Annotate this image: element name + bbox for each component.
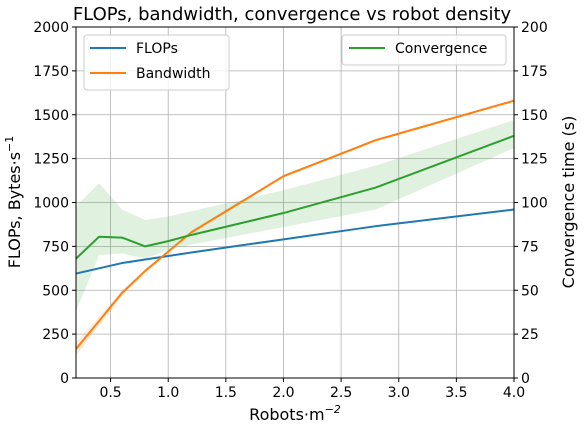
legend-label-bandwidth: Bandwidth xyxy=(136,66,211,82)
y-left-tick-label-5: 1250 xyxy=(33,152,69,168)
y-right-tick-label-0: 0 xyxy=(521,371,530,387)
x-axis-ticks: 0.5 1.0 1.5 2.0 2.5 3.0 3.5 4.0 xyxy=(99,378,525,401)
y-left-tick-label-0: 0 xyxy=(60,371,69,387)
series-lines xyxy=(75,99,515,350)
x-tick-label-6: 3.5 xyxy=(445,385,467,401)
bandwidth-line xyxy=(75,99,515,350)
flops-line xyxy=(75,208,515,275)
y-left-axis-title-superscript: −1 xyxy=(3,136,16,152)
y-right-tick-label-2: 50 xyxy=(521,283,539,299)
legend-left: FLOPs Bandwidth xyxy=(83,34,230,91)
y-left-axis-title-text: FLOPs, Bytes·s xyxy=(5,152,24,268)
y-right-tick-label-6: 150 xyxy=(521,108,548,124)
x-axis-title: Robots·m−2 xyxy=(249,403,341,424)
y-left-tick-label-4: 1000 xyxy=(33,196,69,212)
legend-right: Convergence xyxy=(341,34,507,66)
y-right-axis-title: Convergence time (s) xyxy=(559,116,578,289)
x-tick-label-4: 2.5 xyxy=(330,385,352,401)
y-right-tick-label-7: 175 xyxy=(521,64,548,80)
y-left-tick-label-7: 1750 xyxy=(33,64,69,80)
x-tick-label-5: 3.0 xyxy=(388,385,410,401)
convergence-band xyxy=(76,120,514,312)
y-left-axis-title: FLOPs, Bytes·s−1 xyxy=(3,136,24,269)
y-left-axis-ticks: 0 250 500 750 1000 1250 1500 1750 2000 xyxy=(33,20,76,387)
confidence-bands xyxy=(76,99,514,357)
y-right-tick-label-5: 125 xyxy=(521,152,548,168)
y-left-tick-label-3: 750 xyxy=(42,239,69,255)
y-left-tick-label-8: 2000 xyxy=(33,20,69,36)
x-axis-title-superscript: −2 xyxy=(325,403,341,416)
x-tick-label-0: 0.5 xyxy=(99,385,121,401)
y-right-tick-label-1: 25 xyxy=(521,327,539,343)
legend-right-box xyxy=(341,34,507,66)
y-left-tick-label-2: 500 xyxy=(42,283,69,299)
y-left-tick-label-6: 1500 xyxy=(33,108,69,124)
x-axis-title-text: Robots·m xyxy=(249,405,324,424)
x-tick-label-3: 2.0 xyxy=(272,385,294,401)
convergence-line xyxy=(75,134,515,260)
y-left-tick-label-1: 250 xyxy=(42,327,69,343)
x-tick-label-7: 4.0 xyxy=(503,385,525,401)
chart-title: FLOPs, bandwidth, convergence vs robot d… xyxy=(73,4,512,25)
y-right-tick-label-4: 100 xyxy=(521,196,548,212)
x-tick-label-1: 1.0 xyxy=(157,385,179,401)
legend-label-flops: FLOPs xyxy=(136,41,178,57)
y-right-axis-ticks: 0 25 50 75 100 125 150 175 200 xyxy=(514,20,548,387)
x-tick-label-2: 1.5 xyxy=(215,385,237,401)
y-right-tick-label-3: 75 xyxy=(521,239,539,255)
y-right-tick-label-8: 200 xyxy=(521,20,548,36)
legend-label-convergence: Convergence xyxy=(395,41,487,57)
